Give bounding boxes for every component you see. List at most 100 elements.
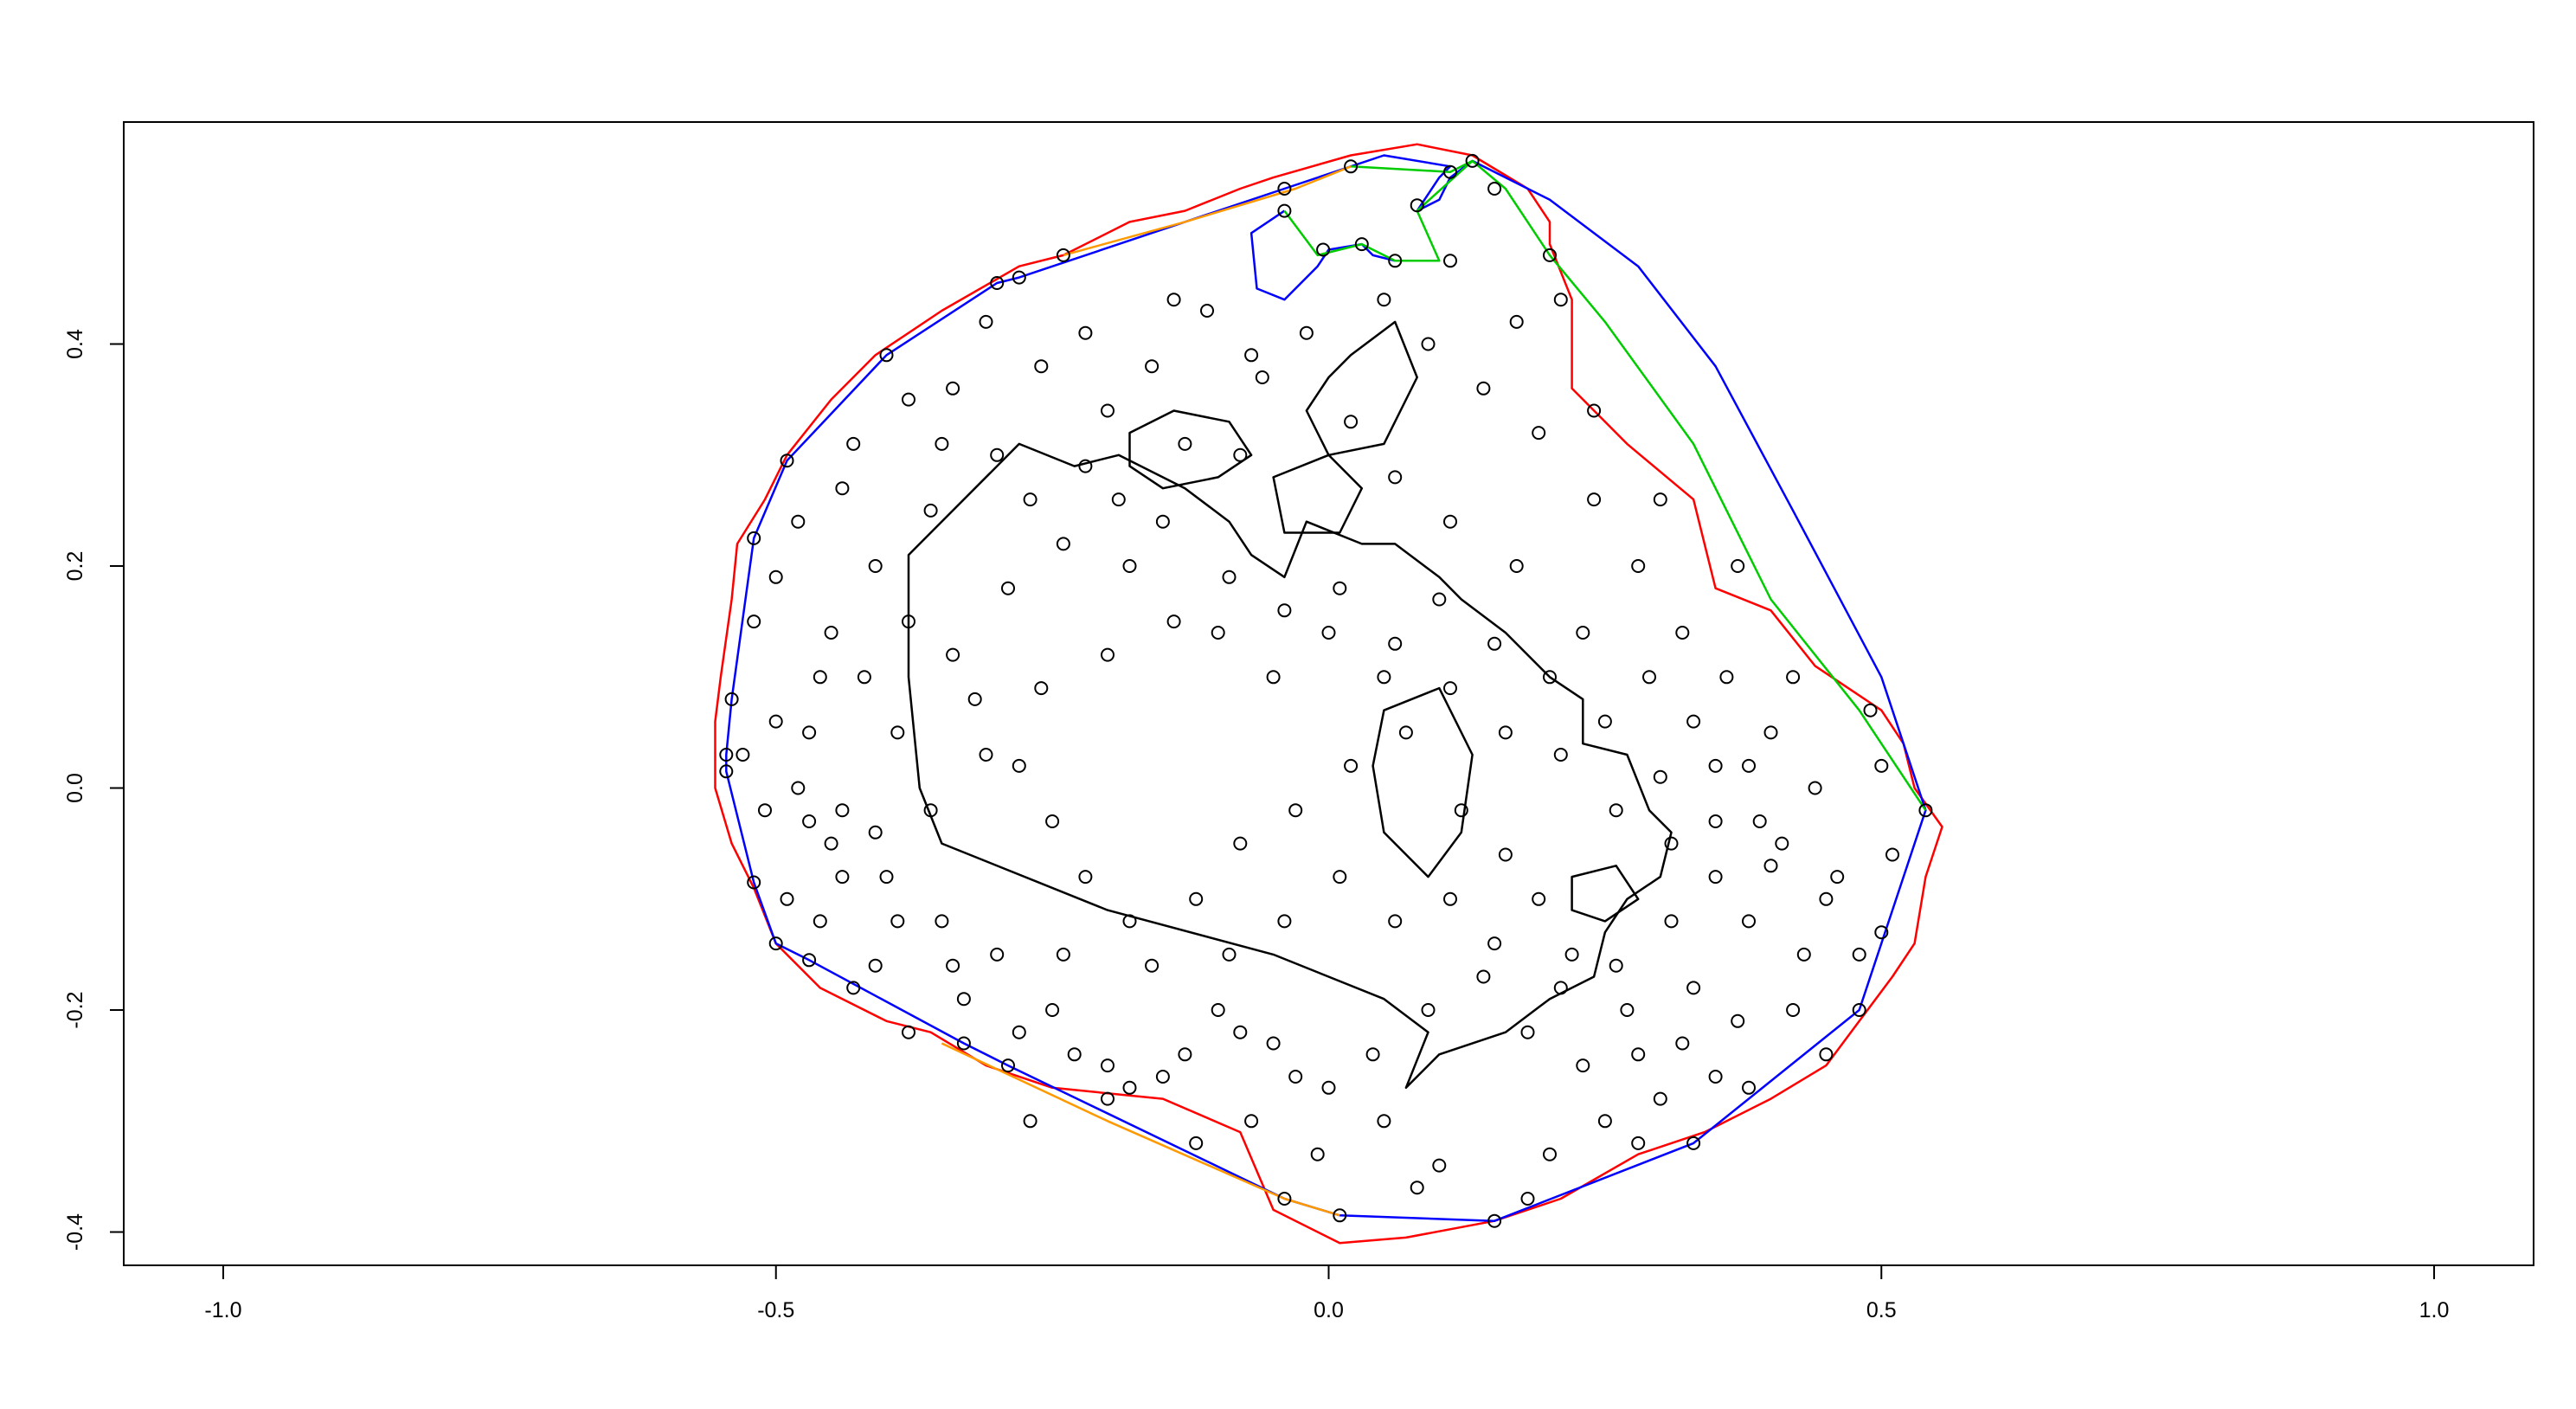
- data-point-201: [1742, 1080, 1756, 1095]
- data-point-6: [1487, 182, 1502, 196]
- data-point-7: [1277, 203, 1292, 218]
- data-point-110: [1145, 359, 1160, 374]
- series-line-3: [1249, 209, 1440, 301]
- data-point-165: [1664, 914, 1679, 929]
- data-point-27: [1333, 1208, 1347, 1223]
- data-point-25: [1001, 1058, 1015, 1073]
- data-point-158: [1277, 914, 1292, 929]
- data-point-182: [923, 803, 938, 818]
- data-point-157: [1222, 947, 1237, 962]
- data-point-136: [1742, 758, 1756, 773]
- data-point-191: [1244, 348, 1259, 363]
- x-tick-label: -1.0: [204, 1298, 241, 1322]
- data-point-125: [1233, 1025, 1248, 1039]
- data-point-166: [1708, 870, 1723, 885]
- data-point-60: [1597, 1114, 1612, 1129]
- data-point-214: [802, 814, 817, 828]
- data-point-162: [1487, 936, 1502, 951]
- y-axis: -0.4 -0.2 0.0 0.2 0.4: [63, 329, 125, 1251]
- data-point-117: [768, 714, 783, 729]
- data-point-103: [1532, 426, 1546, 441]
- data-point-126: [1288, 1070, 1303, 1084]
- series-line-7: [941, 1042, 1340, 1217]
- data-point-38: [935, 436, 949, 451]
- data-point-24: [956, 1036, 971, 1051]
- data-point-124: [1178, 1047, 1192, 1062]
- data-point-194: [1653, 492, 1667, 507]
- data-point-215: [736, 748, 750, 762]
- data-point-46: [1321, 626, 1336, 640]
- data-point-5: [1410, 198, 1424, 213]
- y-tick-label: -0.2: [63, 991, 87, 1028]
- data-point-187: [846, 436, 861, 451]
- data-point-154: [956, 992, 971, 1007]
- data-point-28: [1487, 1213, 1502, 1228]
- data-point-47: [1377, 670, 1391, 685]
- data-point-97: [1808, 781, 1822, 795]
- y-tick-label: 0.4: [63, 329, 87, 359]
- data-point-2: [1344, 159, 1359, 174]
- data-point-113: [979, 314, 993, 329]
- data-point-76: [857, 670, 871, 685]
- data-point-94: [1731, 1013, 1745, 1028]
- x-tick-label: 0.0: [1314, 1298, 1344, 1322]
- series-line-11: [1272, 454, 1364, 534]
- data-point-112: [1034, 359, 1049, 374]
- data-point-128: [1421, 1003, 1436, 1017]
- data-point-88: [1454, 803, 1468, 818]
- data-point-30: [1852, 1003, 1866, 1017]
- data-point-17: [747, 531, 761, 545]
- data-point-100: [1675, 626, 1690, 640]
- data-point-1: [1277, 182, 1292, 196]
- data-point-73: [824, 836, 838, 851]
- data-point-42: [1122, 559, 1137, 573]
- series-line-6: [1063, 165, 1352, 257]
- data-point-107: [1299, 325, 1314, 340]
- data-point-59: [1653, 1091, 1667, 1106]
- data-point-121: [902, 1025, 915, 1039]
- data-point-53: [1708, 814, 1723, 828]
- data-point-146: [1111, 492, 1126, 507]
- x-axis: -1.0 -0.5 0.0 0.5 1.0: [204, 1264, 2450, 1322]
- data-point-116: [824, 626, 838, 640]
- data-point-173: [1443, 681, 1457, 696]
- data-point-199: [1874, 925, 1889, 940]
- series-line-2: [725, 154, 1927, 1222]
- data-point-33: [1543, 248, 1557, 262]
- data-point-61: [1543, 1147, 1557, 1161]
- series-line-9: [1305, 320, 1418, 457]
- x-tick-label: 1.0: [2419, 1298, 2450, 1322]
- series-line-13: [1372, 686, 1474, 878]
- data-point-96: [1830, 870, 1845, 885]
- data-point-62: [1432, 1158, 1447, 1173]
- data-point-3: [1465, 153, 1480, 168]
- data-point-8: [1316, 242, 1331, 257]
- data-point-127: [1365, 1047, 1380, 1062]
- data-point-39: [990, 447, 1005, 462]
- data-point-89: [1498, 847, 1513, 862]
- data-point-23: [802, 953, 817, 968]
- x-tick-label: 0.5: [1866, 1298, 1897, 1322]
- data-point-72: [879, 870, 894, 885]
- data-point-115: [868, 559, 883, 573]
- data-point-137: [1686, 714, 1701, 729]
- data-point-90: [1532, 891, 1546, 906]
- data-point-189: [1078, 325, 1093, 340]
- data-point-206: [1244, 1114, 1259, 1129]
- data-point-111: [1101, 403, 1115, 418]
- data-point-95: [1796, 947, 1811, 962]
- data-point-78: [967, 692, 982, 706]
- data-point-178: [1166, 614, 1181, 629]
- data-point-180: [1034, 681, 1049, 696]
- data-point-123: [1101, 1091, 1115, 1106]
- data-point-79: [1012, 758, 1026, 773]
- data-point-18: [724, 692, 739, 706]
- data-point-83: [1189, 891, 1204, 906]
- data-point-45: [1266, 670, 1281, 685]
- data-point-63: [1377, 1114, 1391, 1129]
- data-point-20: [719, 764, 734, 779]
- data-point-202: [1631, 1136, 1646, 1150]
- data-point-174: [1388, 636, 1403, 651]
